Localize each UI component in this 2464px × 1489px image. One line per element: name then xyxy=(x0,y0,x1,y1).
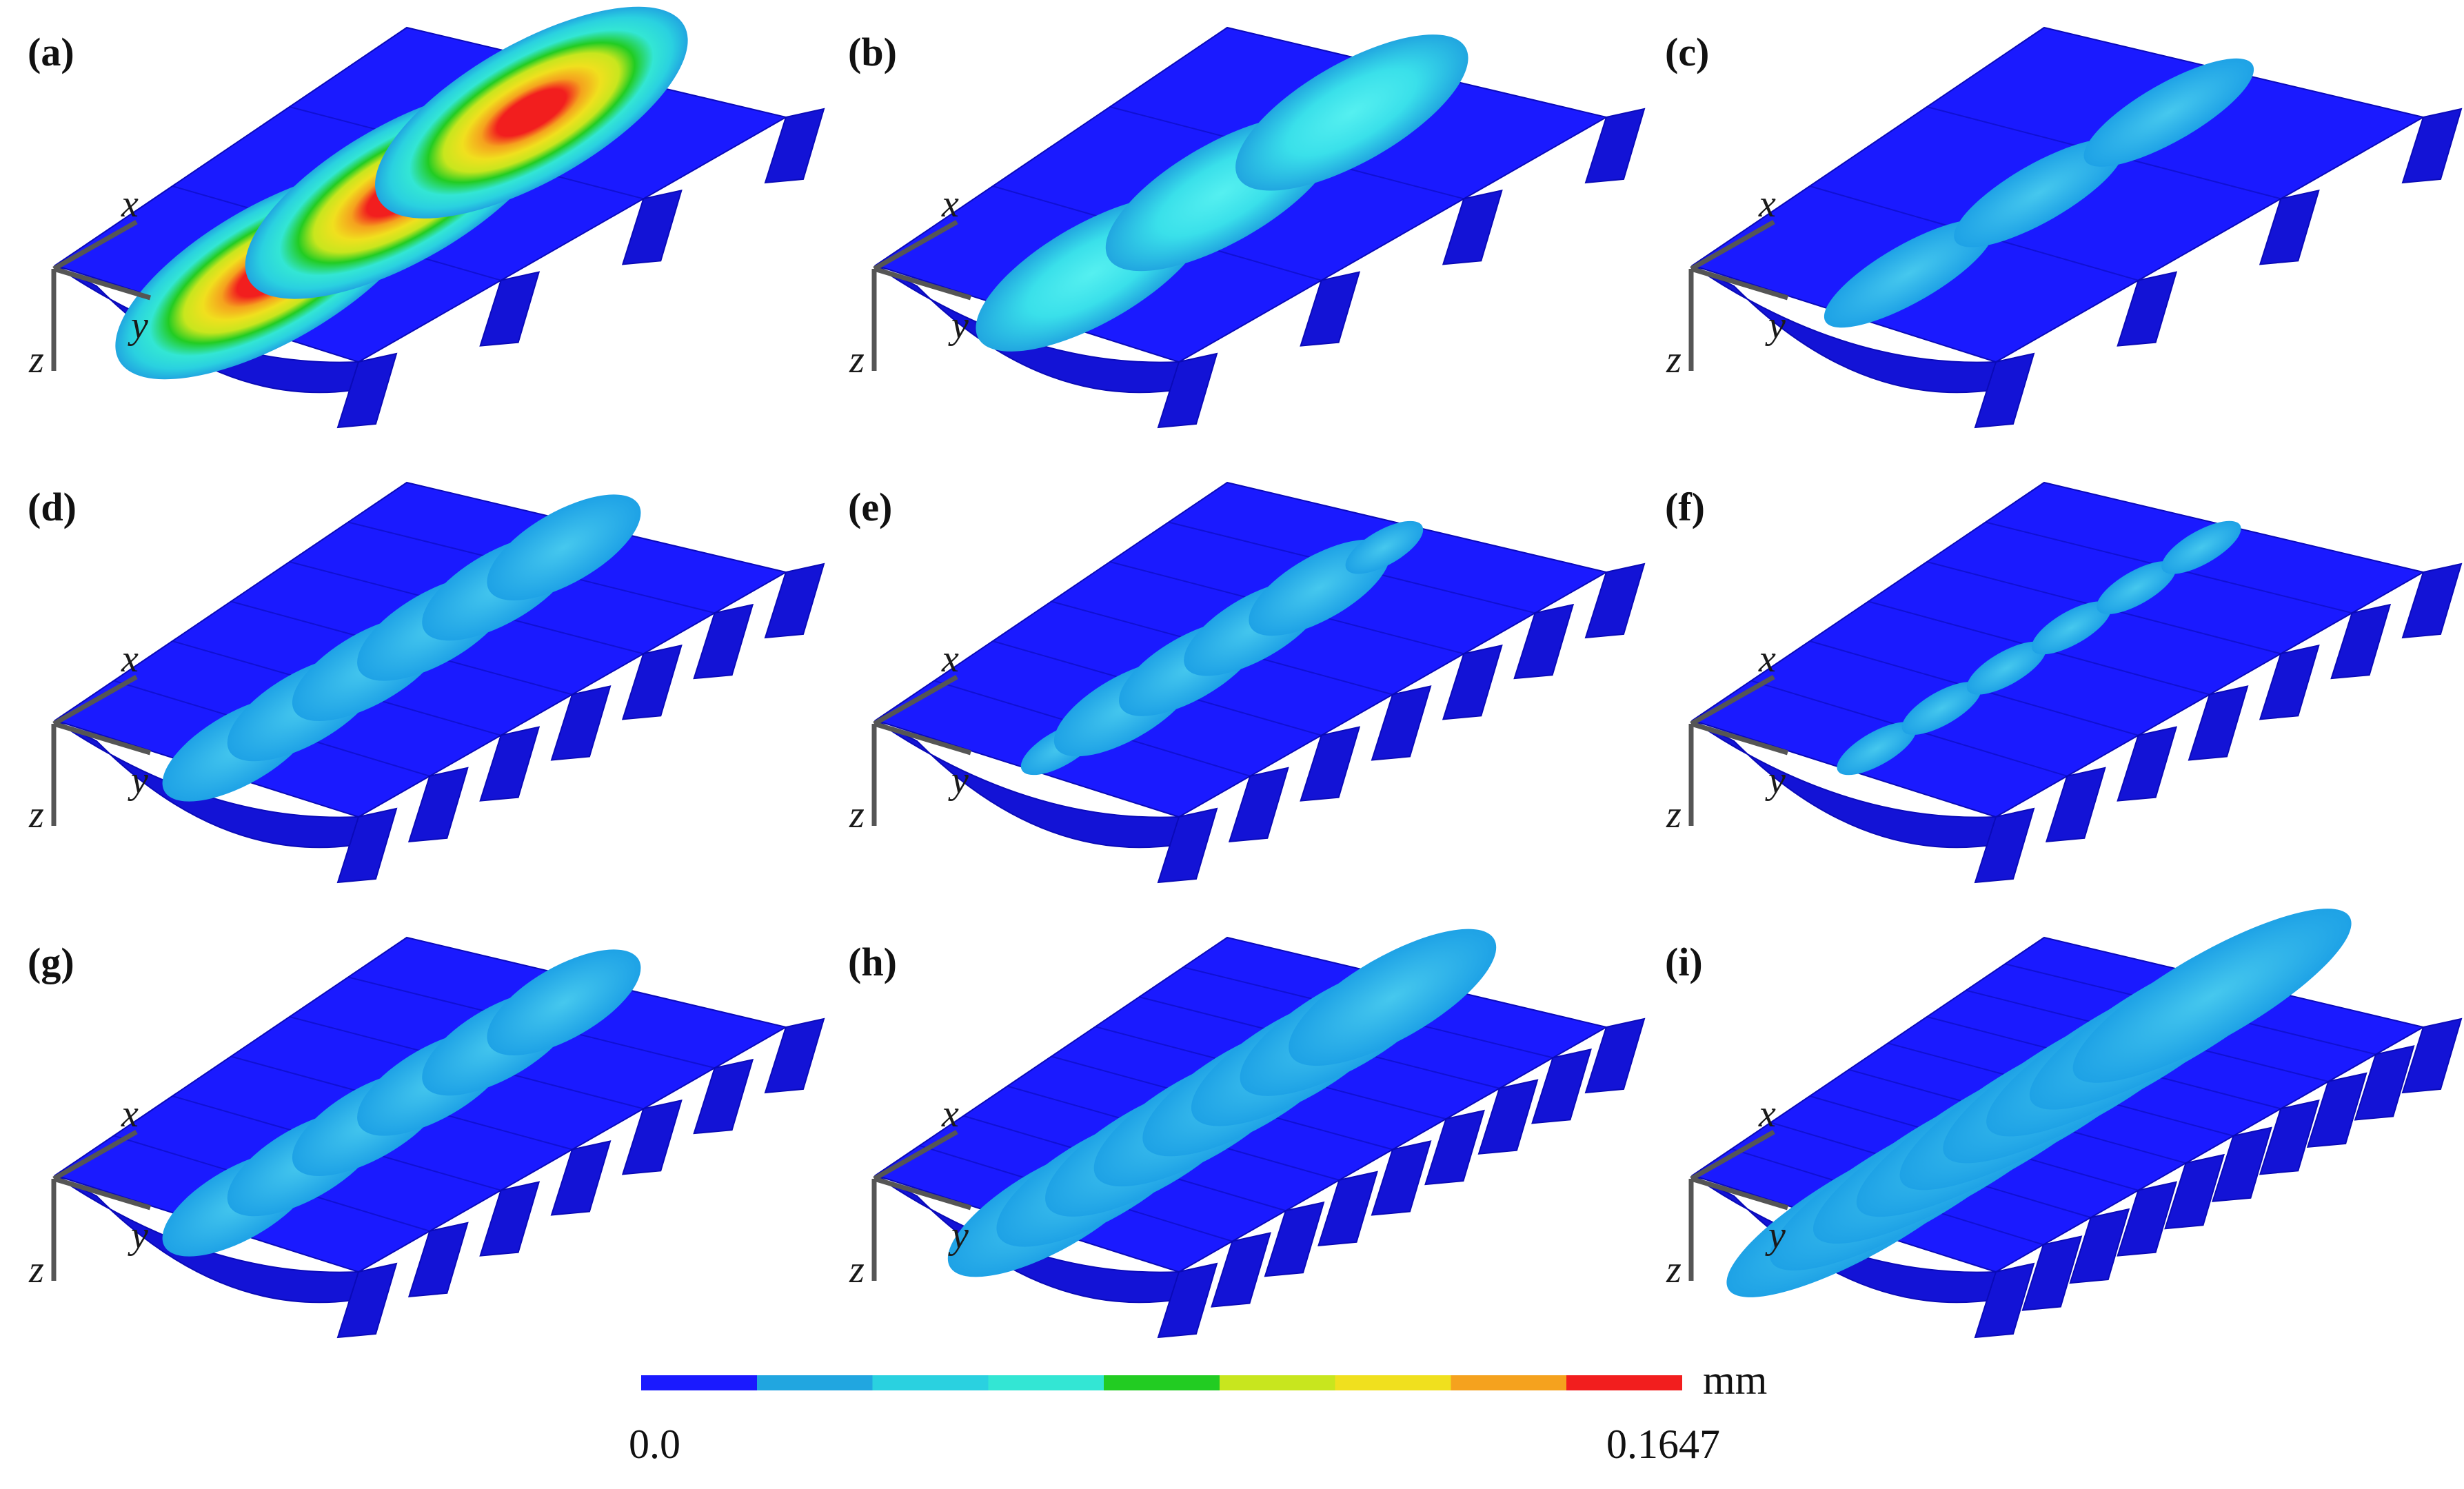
panel-label: (f) xyxy=(1665,485,1705,529)
girder-skirt xyxy=(54,563,825,884)
axis-triad: x y z xyxy=(28,183,152,381)
axis-y-label: y xyxy=(948,304,969,347)
axis-x-label: x xyxy=(121,183,139,225)
axis-x-label: x xyxy=(121,1093,139,1135)
axis-z-label: z xyxy=(849,1248,865,1291)
panel-label: (h) xyxy=(848,940,897,984)
girder-skirt xyxy=(1692,1017,2463,1339)
axis-x-label: x xyxy=(941,183,959,225)
panel-d: (d) x y z xyxy=(28,481,825,884)
panel-label: (c) xyxy=(1665,30,1709,74)
axis-x-label: x xyxy=(941,638,959,680)
colorbar: mm 0.0 0.1647 xyxy=(629,1357,1767,1467)
axis-z-label: z xyxy=(849,338,865,381)
displacement-contours xyxy=(1837,520,2241,776)
panel-label: (g) xyxy=(28,940,74,984)
axis-z-label: z xyxy=(849,793,865,836)
panel-e: (e) x y z xyxy=(848,481,1646,884)
girder-skirt xyxy=(875,563,1646,884)
colorbar-max-label: 0.1647 xyxy=(1606,1421,1720,1467)
girder-skirt xyxy=(1692,108,2463,429)
axis-z-label: z xyxy=(1666,338,1682,381)
axis-triad: x y z xyxy=(1666,638,1789,836)
axis-y-label: y xyxy=(948,759,969,802)
axis-x-label: x xyxy=(121,638,139,680)
panel-a: (a) x y z xyxy=(28,6,825,429)
girder-skirt xyxy=(875,1017,1646,1339)
displacement-contours xyxy=(162,494,641,802)
colorbar-gradient xyxy=(641,1375,1682,1390)
girder-skirt xyxy=(875,108,1646,429)
panel-grid: (a) x y z (b) x y z (c) x y z (d) x y z (e) x y z (f) x y z (g) x… xyxy=(28,6,2463,1339)
axis-y-label: y xyxy=(128,759,148,802)
axis-triad: x y z xyxy=(849,638,972,836)
axis-z-label: z xyxy=(28,793,44,836)
panel-h: (h) x y z xyxy=(848,929,1646,1339)
axis-x-label: x xyxy=(1758,638,1776,680)
axis-z-label: z xyxy=(1666,793,1682,836)
girder-skirt xyxy=(1692,563,2463,884)
axis-y-label: y xyxy=(1765,759,1786,802)
displacement-contours xyxy=(1020,520,1424,776)
panel-label: (a) xyxy=(28,30,74,74)
axis-triad: x y z xyxy=(849,1093,972,1291)
panel-i: (i) x y z xyxy=(1665,909,2463,1339)
axis-triad: x y z xyxy=(1666,1093,1789,1291)
panel-g: (g) x y z xyxy=(28,936,825,1339)
panel-label: (i) xyxy=(1665,940,1703,984)
displacement-contours xyxy=(1726,909,2352,1297)
axis-triad: x y z xyxy=(28,1093,152,1291)
displacement-contours xyxy=(115,6,688,380)
axis-triad: x y z xyxy=(849,183,972,381)
axis-z-label: z xyxy=(28,1248,44,1291)
displacement-contours xyxy=(162,949,641,1257)
panel-b: (b) x y z xyxy=(848,26,1646,429)
colorbar-unit: mm xyxy=(1703,1357,1767,1403)
axis-y-label: y xyxy=(948,1214,969,1257)
axis-triad: x y z xyxy=(28,638,152,836)
axis-y-label: y xyxy=(1765,1214,1786,1257)
axis-x-label: x xyxy=(1758,1093,1776,1135)
displacement-contours xyxy=(1824,58,2254,328)
axis-y-label: y xyxy=(128,1214,148,1257)
panel-c: (c) x y z xyxy=(1665,26,2463,429)
panel-label: (d) xyxy=(28,485,77,529)
displacement-contours xyxy=(976,34,1468,352)
axis-y-label: y xyxy=(1765,304,1786,347)
axis-z-label: z xyxy=(1666,1248,1682,1291)
panel-f: (f) x y z xyxy=(1665,481,2463,884)
axis-triad: x y z xyxy=(1666,183,1789,381)
axis-y-label: y xyxy=(128,304,148,347)
girder-skirt xyxy=(54,108,825,429)
colorbar-min-label: 0.0 xyxy=(629,1421,680,1467)
axis-z-label: z xyxy=(28,338,44,381)
axis-x-label: x xyxy=(1758,183,1776,225)
displacement-contours xyxy=(947,929,1497,1277)
girder-skirt xyxy=(54,1017,825,1339)
panel-label: (e) xyxy=(848,485,892,529)
panel-label: (b) xyxy=(848,30,897,74)
axis-x-label: x xyxy=(941,1093,959,1135)
